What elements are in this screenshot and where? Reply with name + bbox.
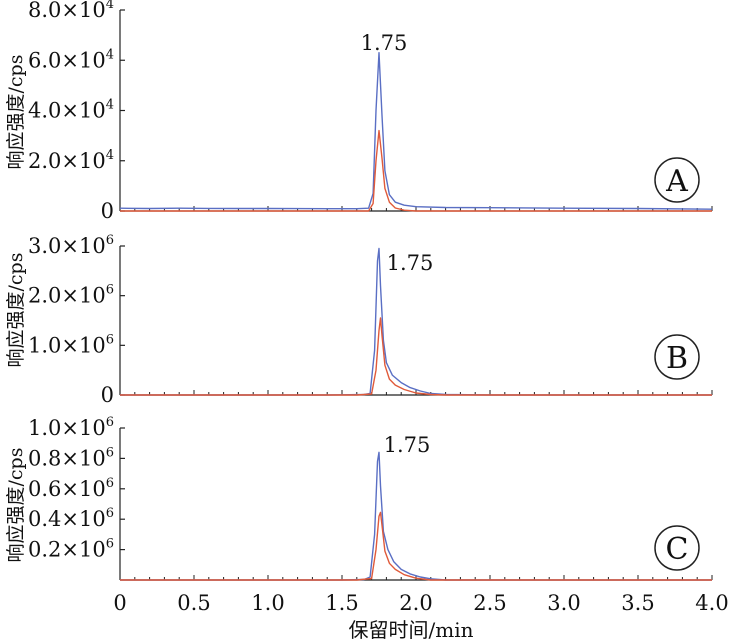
- y-tick-label: 0.8×106: [28, 445, 114, 470]
- panel-letter-circle: [654, 157, 700, 203]
- y-tick-label: 2.0×104: [28, 148, 114, 173]
- x-tick-label: 3.5: [621, 591, 654, 615]
- y-tick-label: 4.0×104: [28, 98, 114, 123]
- x-axis-title: 保留时间/min: [349, 618, 474, 642]
- x-tick-label: 2.0: [399, 591, 432, 615]
- x-tick-label: 3.0: [547, 591, 580, 615]
- peak-label: 1.75: [387, 251, 434, 275]
- x-tick-label: 1.5: [325, 591, 358, 615]
- y-tick-label: 0.2×106: [28, 537, 114, 562]
- y-tick-label: 0.4×106: [28, 506, 114, 531]
- x-tick-label: 0: [113, 591, 126, 615]
- y-axis-title: 响应强度/cps: [5, 253, 27, 368]
- panel-letter: A: [665, 164, 688, 199]
- panel-letter-circle: [654, 525, 700, 571]
- x-tick-label: 2.5: [473, 591, 506, 615]
- y-tick-label: 1.0×106: [28, 415, 114, 440]
- series-line-blue: [119, 52, 713, 210]
- panel-a: 0 2.0×104 4.0×104 6.0×104 8.0×104 响应强度/cps 1.7…: [5, 0, 713, 223]
- y-tick-label: 0.6×106: [28, 476, 114, 501]
- y-tick-label: 1.0×106: [28, 332, 114, 357]
- series-line-blue: [120, 451, 712, 581]
- panel-letter: B: [666, 341, 688, 376]
- series-line-red: [120, 317, 712, 396]
- y-tick-label: 8.0×104: [28, 0, 114, 22]
- x-tick-label: 1.0: [251, 591, 284, 615]
- y-tick-label: 0: [101, 383, 114, 407]
- peak-label: 1.75: [384, 433, 431, 457]
- panel-letter-circle: [654, 334, 700, 380]
- panel-c: 0.2×106 0.4×106 0.6×106 0.8×106 1.0×106响应强度/…: [5, 415, 713, 581]
- peak-label: 1.75: [361, 31, 408, 55]
- y-tick-label: 6.0×104: [28, 47, 114, 72]
- series-line-red: [120, 129, 712, 212]
- y-axis-title: 响应强度/cps: [5, 55, 27, 170]
- y-tick-label: 3.0×106: [28, 233, 114, 258]
- y-axis-title: 响应强度/cps: [5, 448, 27, 563]
- y-tick-label: 2.0×106: [28, 283, 114, 308]
- x-tick-label: 4.0: [695, 591, 728, 615]
- x-axis: 0 0.5 1.0 1.5 2.0 2.5 3.0 3.5 4.0 保留时间/min: [113, 591, 728, 642]
- x-tick-label: 0.5: [177, 591, 210, 615]
- series-line-red: [120, 511, 712, 581]
- panel-letter: C: [666, 532, 689, 567]
- y-tick-label: 0: [101, 199, 114, 223]
